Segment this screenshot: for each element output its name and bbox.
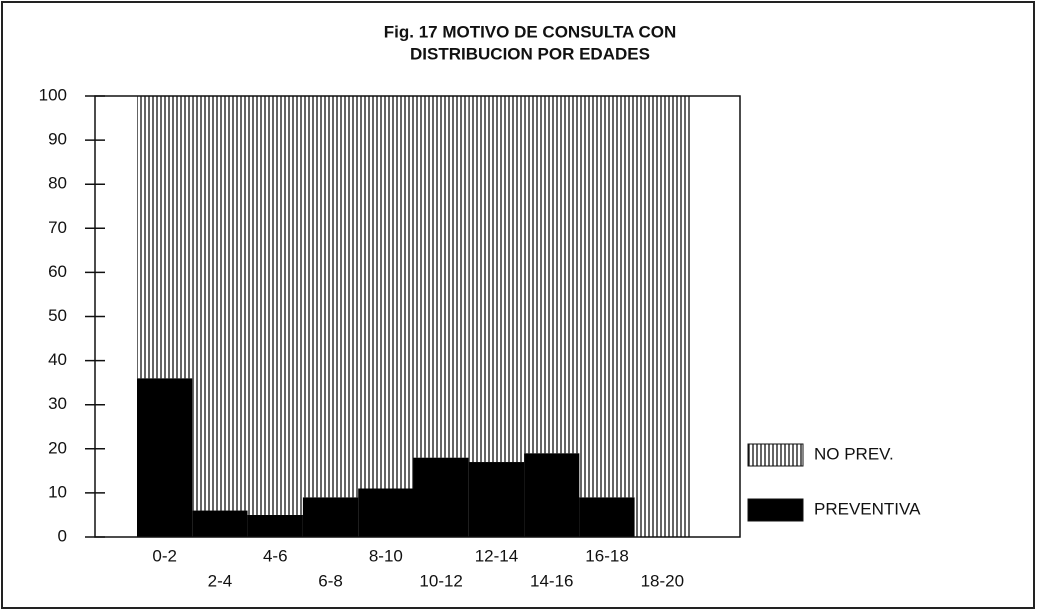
y-tick-label: 20 [48,438,67,457]
chart-title: Fig. 17 MOTIVO DE CONSULTA CON [384,22,676,41]
bar-segment [247,514,303,537]
bar-segment [358,96,414,489]
bar-segment [468,96,525,463]
x-tick-label: 16-18 [585,546,628,565]
bar-segment [579,497,635,537]
y-tick-label: 100 [39,85,67,104]
bar-segment [302,497,359,537]
x-tick-label: 12-14 [475,546,518,565]
y-tick-label: 50 [48,306,67,325]
y-tick-label: 0 [58,526,67,545]
x-tick-label: 10-12 [419,571,462,590]
bar-segment [137,96,193,379]
legend-swatch [747,498,804,522]
y-tick-label: 30 [48,394,67,413]
x-tick-label: 6-8 [318,571,343,590]
y-tick-label: 70 [48,218,67,237]
bar-segment [192,510,248,537]
plot-frame [94,95,741,538]
bar-segment [413,457,469,537]
bar-segment [524,453,580,537]
bar-segment [579,96,635,498]
x-tick-label: 0-2 [152,546,177,565]
bar-segment [247,96,303,515]
y-tick-label: 10 [48,482,67,501]
y-tick-label: 90 [48,130,67,149]
x-tick-label: 8-10 [369,546,403,565]
y-tick-label: 40 [48,350,67,369]
x-tick-label: 2-4 [208,571,233,590]
legend-swatch [747,443,804,467]
x-tick-label: 4-6 [263,546,288,565]
bar-segment [137,378,193,537]
legend-label: NO PREV. [814,444,894,463]
chart-title: DISTRIBUCION POR EDADES [410,44,650,63]
bar-segment [413,96,469,458]
x-tick-label: 14-16 [530,571,573,590]
bar-segment [468,462,525,537]
bar-segment [192,96,248,511]
x-tick-label: 18-20 [641,571,684,590]
bar-segment [634,96,690,537]
bar-segment [358,488,414,537]
legend-label: PREVENTIVA [814,499,921,518]
bar-segment [302,96,359,498]
y-tick-label: 60 [48,262,67,281]
bar-segment [524,96,580,454]
y-tick-label: 80 [48,174,67,193]
